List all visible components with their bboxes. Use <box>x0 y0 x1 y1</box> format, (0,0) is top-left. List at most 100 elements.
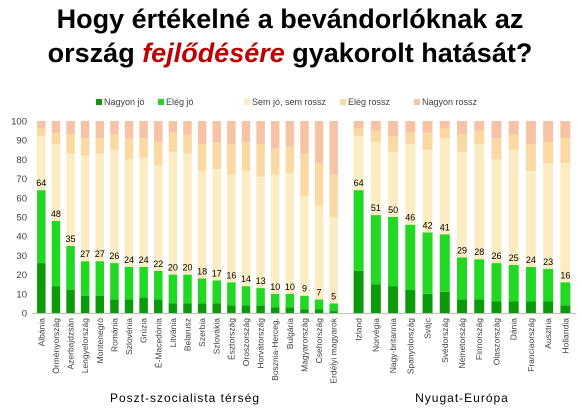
x-tick-label: Szlovénia <box>124 318 134 355</box>
bar-segment-nagyon-jo <box>353 270 364 313</box>
bar-segment-eleg-rossz <box>270 147 280 175</box>
bar-segment-eleg-rossz <box>508 134 519 150</box>
bar-segment-nagyon-jo <box>543 301 554 313</box>
bar-segment-nagyon-jo <box>422 293 433 313</box>
data-label: 16 <box>560 270 570 280</box>
bar-segment-nagyon-jo <box>329 311 338 313</box>
data-label: 35 <box>66 234 76 244</box>
bar-segment-nagyon-rossz <box>197 121 207 145</box>
y-tick-label: 30 <box>16 251 27 262</box>
bar-segment-nagyon-jo <box>388 286 399 313</box>
bar-segment-nagyon-jo <box>270 307 280 313</box>
bar-segment-nagyon-rossz <box>329 121 338 175</box>
bar-segment-semleges <box>80 155 90 262</box>
bar-segment-nagyon-jo <box>300 309 309 313</box>
bar-segment-semleges <box>37 136 46 191</box>
title-highlight: fejlődésére <box>142 38 285 68</box>
bar-segment-nagyon-rossz <box>474 121 485 131</box>
bar-segment-eleg-jo <box>300 295 309 310</box>
bar-segment-eleg-rossz <box>285 145 295 173</box>
bar-segment-nagyon-rossz <box>439 121 450 129</box>
bar-segment-semleges <box>270 174 280 294</box>
bar-segment-semleges <box>154 165 163 271</box>
data-label: 10 <box>270 282 280 292</box>
x-tick-label: Észtország <box>226 318 236 360</box>
y-tick-label: 100 <box>11 117 27 128</box>
legend-label: Nagyon rossz <box>422 97 478 107</box>
data-label: 23 <box>543 257 553 267</box>
bar-segment-eleg-jo <box>256 288 265 306</box>
bar-segment-nagyon-jo <box>560 305 571 313</box>
legend-label: Sem jó, sem rossz <box>252 97 327 107</box>
bar-segment-semleges <box>422 149 433 233</box>
bar-segment-nagyon-rossz <box>241 121 251 143</box>
bar-segment-semleges <box>212 169 221 281</box>
data-label: 50 <box>388 205 398 215</box>
bar-segment-nagyon-rossz <box>139 121 148 139</box>
bar-segment-nagyon-jo <box>37 263 46 313</box>
legend-label: Nagyon jó <box>104 97 145 107</box>
bar-segment-eleg-jo <box>66 245 75 290</box>
x-tick-label: Dánia <box>509 318 519 340</box>
bar-segment-eleg-jo <box>457 257 467 300</box>
title-line-2-post: gyakorolt hatását? <box>284 38 533 68</box>
bar-segment-eleg-jo <box>95 261 105 296</box>
x-tick-label: Olaszország <box>491 318 501 366</box>
bar-segment-nagyon-jo <box>95 295 105 313</box>
bar-segment-nagyon-jo <box>139 297 148 313</box>
bar-segment-semleges <box>139 157 148 267</box>
bar-segment-eleg-rossz <box>491 138 502 160</box>
bar-segment-eleg-rossz <box>474 130 485 145</box>
data-label: 29 <box>457 245 467 255</box>
bar-segment-eleg-rossz <box>370 130 381 143</box>
x-tick-label: Finnország <box>474 318 484 360</box>
bar-segment-eleg-jo <box>329 303 338 312</box>
y-tick-label: 0 <box>22 309 27 320</box>
region-label: Poszt-szocialista térség <box>110 391 260 405</box>
bar-segment-eleg-jo <box>270 293 280 308</box>
bar-segment-eleg-rossz <box>405 132 416 145</box>
bar-segment-semleges <box>314 205 324 300</box>
bar-segment-eleg-jo <box>139 266 148 298</box>
bar-segment-eleg-jo <box>154 270 163 300</box>
data-label: 18 <box>197 266 207 276</box>
bar-segment-eleg-jo <box>110 263 119 300</box>
bar-segment-semleges <box>110 149 119 264</box>
data-label: 64 <box>36 178 46 188</box>
x-tick-label: Bosznia-Herceg. <box>270 318 280 381</box>
bar-segment-eleg-rossz <box>353 128 364 137</box>
bar-segment-semleges <box>256 176 265 289</box>
data-label: 9 <box>302 284 307 294</box>
bar-segment-nagyon-rossz <box>183 121 192 135</box>
bar-segment-eleg-rossz <box>457 134 467 152</box>
bar-segment-semleges <box>285 172 295 294</box>
legend-swatch <box>414 99 420 105</box>
bar-segment-eleg-jo <box>51 220 61 287</box>
bar-segment-eleg-rossz <box>197 144 207 171</box>
data-label: 48 <box>51 209 61 219</box>
bar-segment-eleg-rossz <box>212 142 221 169</box>
data-label: 24 <box>526 255 536 265</box>
bar-segment-eleg-rossz <box>422 132 433 150</box>
data-label: 10 <box>285 282 295 292</box>
bar-segment-nagyon-jo <box>285 307 295 313</box>
bar-segment-nagyon-rossz <box>543 121 554 143</box>
x-tick-label: Franciaország <box>526 318 536 372</box>
legend-label: Elég rossz <box>348 97 391 107</box>
bar-segment-semleges <box>197 170 207 279</box>
x-tick-label: Montenegró <box>95 318 105 364</box>
bar-segment-eleg-rossz <box>37 128 46 137</box>
bar-segment-eleg-jo <box>314 299 324 310</box>
bar-segment-eleg-rossz <box>227 144 236 175</box>
bar-segment-eleg-rossz <box>525 144 536 171</box>
bar-segment-eleg-rossz <box>95 138 105 154</box>
bar-segment-eleg-jo <box>183 274 192 304</box>
bar-segment-eleg-rossz <box>124 138 134 160</box>
bar-segment-nagyon-rossz <box>168 121 178 133</box>
x-tick-label: Csehország <box>314 318 324 364</box>
bar-segment-eleg-rossz <box>543 142 554 164</box>
data-label: 27 <box>95 249 105 259</box>
bar-segment-nagyon-rossz <box>270 121 280 148</box>
bar-segment-semleges <box>560 163 571 283</box>
